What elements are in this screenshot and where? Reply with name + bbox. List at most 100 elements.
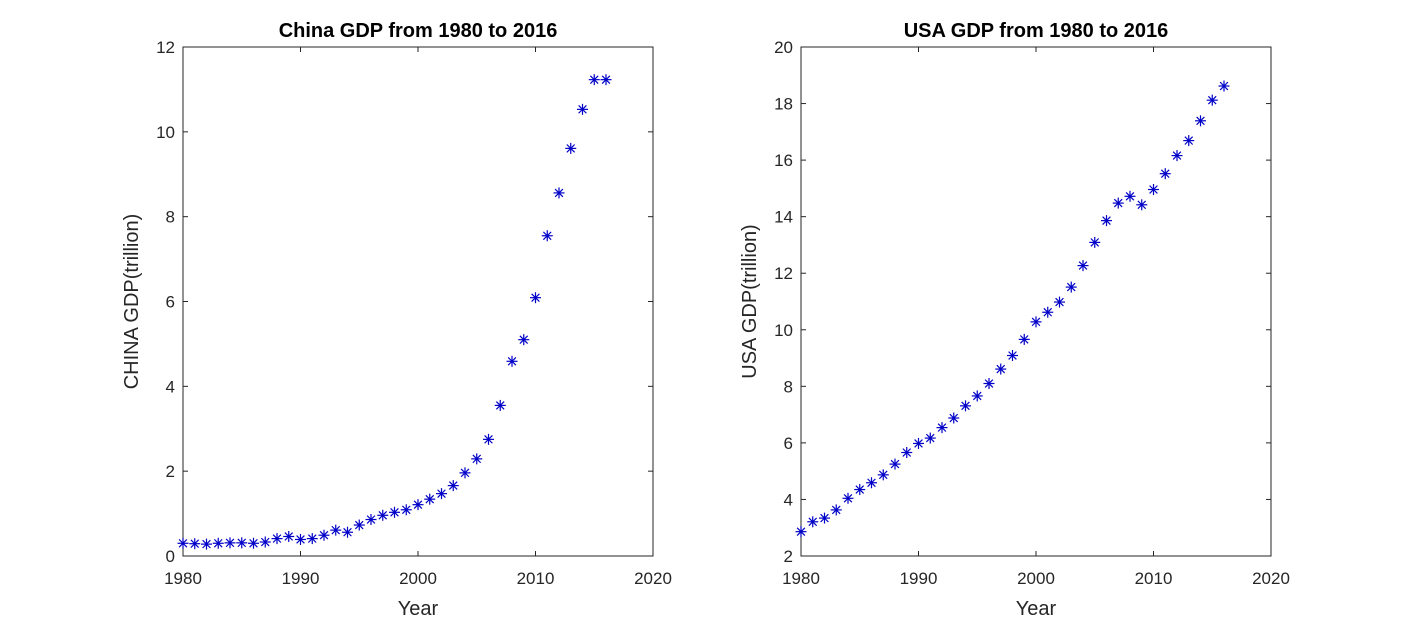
usa-y-axis-label: USA GDP(trillion) [739, 224, 761, 378]
usa-chart-title: USA GDP from 1980 to 2016 [904, 20, 1169, 42]
usa-data-point [1206, 94, 1218, 106]
china-data-point [259, 536, 271, 548]
usa-y-tick-label: 12 [774, 264, 793, 283]
china-data-point [471, 453, 483, 465]
china-y-tick-label: 8 [166, 208, 175, 227]
china-data-point [483, 433, 494, 445]
china-data-point [283, 530, 295, 542]
usa-x-axis-label: Year [1016, 598, 1057, 620]
usa-data-point [1042, 306, 1054, 318]
china-gdp-chart: 1980 1990 2000 2010 2020 0 2 4 6 8 10 12 China GDP f… [121, 20, 672, 620]
china-data-point [342, 526, 353, 538]
usa-y-tick-label: 10 [774, 321, 793, 340]
usa-y-tick-label: 2 [784, 547, 793, 566]
china-data-point [577, 103, 588, 115]
usa-y-tick-label: 6 [784, 434, 793, 453]
china-x-tick-label: 1990 [282, 569, 320, 588]
usa-data-point [995, 363, 1007, 375]
usa-data-point [1030, 316, 1042, 328]
usa-data-point [1112, 197, 1124, 209]
china-data-point [459, 467, 471, 479]
china-y-tick-label: 2 [166, 462, 175, 481]
china-data-point [494, 399, 506, 411]
china-data-point [353, 519, 365, 531]
usa-y-tick-label: 18 [774, 95, 793, 114]
usa-data-point [889, 458, 901, 470]
china-y-axis-label: CHINA GDP(trillion) [121, 214, 143, 390]
usa-data-point [913, 437, 924, 449]
china-data-point [400, 504, 412, 516]
china-data-point [412, 499, 424, 511]
usa-data-point [960, 400, 971, 412]
china-data-point [565, 142, 577, 154]
china-chart-title: China GDP from 1980 to 2016 [279, 20, 558, 42]
usa-data-point [1065, 281, 1077, 293]
china-data-point [236, 537, 248, 549]
usa-gdp-chart: 1980 1990 2000 2010 2020 2 4 6 8 10 12 14 16 18 20 USA … [739, 20, 1290, 620]
usa-data-point [971, 390, 983, 402]
china-data-point [553, 187, 565, 199]
usa-y-tick-label: 20 [774, 38, 793, 57]
china-data-point [447, 480, 459, 492]
usa-data-point [924, 432, 936, 444]
china-data-point [295, 533, 306, 545]
china-data-point [318, 529, 330, 541]
china-data-point [248, 537, 259, 549]
china-data-point [389, 506, 400, 518]
usa-x-tick-label: 1980 [782, 569, 820, 588]
usa-data-point [1124, 190, 1136, 202]
usa-data-point [795, 526, 807, 538]
china-data-point [530, 292, 541, 304]
usa-x-tick-label: 2020 [1252, 569, 1290, 588]
china-data-point [436, 488, 447, 500]
usa-data-point [1054, 296, 1065, 308]
usa-data-point [1007, 350, 1018, 362]
usa-y-tick-label: 4 [784, 490, 793, 509]
usa-y-tick-label: 16 [774, 151, 793, 170]
usa-data-point [948, 412, 960, 424]
usa-x-tick-label: 2010 [1135, 569, 1173, 588]
usa-data-point [807, 516, 819, 528]
usa-data-point [854, 484, 866, 496]
usa-data-point [983, 378, 995, 390]
china-x-tick-label: 2010 [517, 569, 555, 588]
china-data-point [424, 493, 436, 505]
usa-x-tick-label: 2000 [1017, 569, 1055, 588]
usa-data-point [1159, 168, 1171, 180]
china-y-tick-label: 6 [166, 293, 175, 312]
china-x-tick-label: 1980 [164, 569, 202, 588]
usa-data-point [936, 422, 948, 434]
china-data-point [177, 537, 189, 549]
usa-data-point [1171, 150, 1183, 162]
china-data-point [600, 74, 612, 86]
china-y-tick-label: 12 [156, 38, 175, 57]
usa-x-tick-label: 1990 [900, 569, 938, 588]
china-y-tick-label: 4 [166, 377, 175, 396]
china-data-point [377, 509, 389, 521]
china-y-tick-label: 10 [156, 123, 175, 142]
china-x-axis-label: Year [398, 598, 439, 620]
usa-data-point [1148, 184, 1159, 196]
usa-data-point [1101, 215, 1112, 227]
usa-data-point [901, 447, 913, 459]
usa-y-tick-label: 14 [774, 208, 793, 227]
usa-data-point [1018, 333, 1030, 345]
usa-data-point [1136, 199, 1148, 211]
china-data-point [330, 524, 342, 536]
usa-data-point [1218, 80, 1230, 92]
china-data-point [518, 334, 530, 346]
china-data-point [212, 537, 224, 549]
usa-data-point [830, 504, 842, 516]
usa-data-point [1077, 260, 1089, 272]
usa-data-point [1195, 115, 1206, 127]
usa-data-point [842, 492, 854, 504]
usa-data-point [1089, 236, 1101, 248]
usa-data-point [866, 477, 877, 489]
china-data-point [201, 538, 212, 550]
china-data-point [541, 230, 553, 242]
china-data-point [365, 514, 377, 526]
china-y-tick-label: 0 [166, 547, 175, 566]
china-plot-area [182, 46, 654, 557]
usa-data-point [1183, 135, 1195, 147]
